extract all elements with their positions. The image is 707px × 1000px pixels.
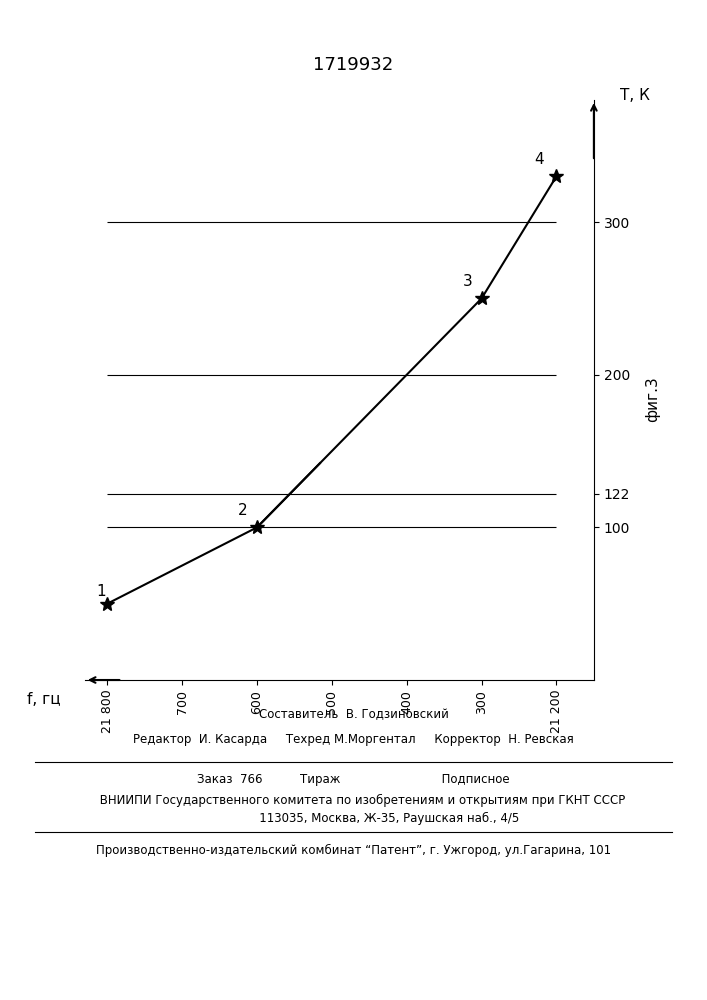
Text: ВНИИПИ Государственного комитета по изобретениям и открытиям при ГКНТ СССР: ВНИИПИ Государственного комитета по изоб… (81, 793, 626, 807)
Text: Составитель  В. Годзиновский: Составитель В. Годзиновский (259, 708, 448, 722)
Text: Заказ  766          Тираж                           Подписное: Заказ 766 Тираж Подписное (197, 774, 510, 786)
Text: Производственно-издательский комбинат “Патент”, г. Ужгород, ул.Гагарина, 101: Производственно-издательский комбинат “П… (96, 843, 611, 857)
Text: 3: 3 (463, 274, 472, 289)
Text: 1: 1 (96, 584, 105, 599)
Text: 2: 2 (238, 503, 248, 518)
Text: Редактор  И. Касарда     Техред М.Моргентал     Корректор  Н. Ревская: Редактор И. Касарда Техред М.Моргентал К… (133, 734, 574, 746)
Y-axis label: T, К: T, К (619, 88, 650, 103)
Text: фиг.3: фиг.3 (645, 376, 660, 422)
Text: 1719932: 1719932 (313, 56, 394, 74)
X-axis label: f, гц: f, гц (28, 692, 61, 707)
Text: 113035, Москва, Ж-35, Раушская наб., 4/5: 113035, Москва, Ж-35, Раушская наб., 4/5 (188, 811, 519, 825)
Text: 4: 4 (534, 152, 544, 167)
